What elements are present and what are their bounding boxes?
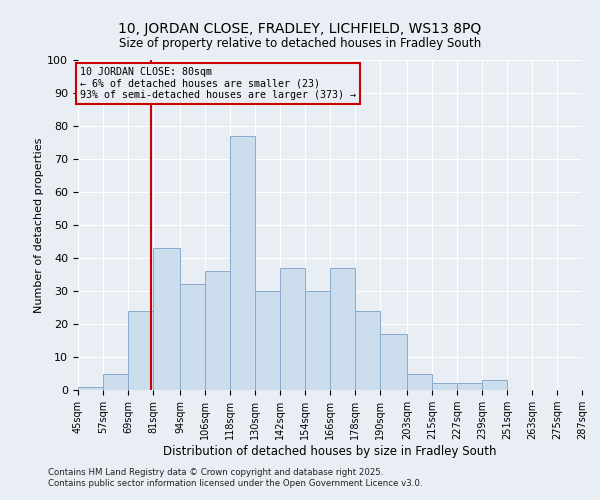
Bar: [255, 291, 280, 390]
Bar: [482, 380, 507, 390]
Bar: [205, 271, 230, 390]
Bar: [128, 311, 153, 390]
Bar: [78, 386, 103, 390]
Bar: [103, 374, 128, 390]
Bar: [380, 334, 407, 390]
Bar: [230, 136, 255, 390]
Text: 10, JORDAN CLOSE, FRADLEY, LICHFIELD, WS13 8PQ: 10, JORDAN CLOSE, FRADLEY, LICHFIELD, WS…: [118, 22, 482, 36]
X-axis label: Distribution of detached houses by size in Fradley South: Distribution of detached houses by size …: [163, 445, 497, 458]
Bar: [432, 384, 457, 390]
Bar: [355, 311, 380, 390]
Text: Contains HM Land Registry data © Crown copyright and database right 2025.
Contai: Contains HM Land Registry data © Crown c…: [48, 468, 422, 487]
Y-axis label: Number of detached properties: Number of detached properties: [34, 138, 44, 312]
Bar: [280, 268, 305, 390]
Text: Size of property relative to detached houses in Fradley South: Size of property relative to detached ho…: [119, 38, 481, 51]
Bar: [457, 384, 482, 390]
Text: 10 JORDAN CLOSE: 80sqm
← 6% of detached houses are smaller (23)
93% of semi-deta: 10 JORDAN CLOSE: 80sqm ← 6% of detached …: [80, 66, 356, 100]
Bar: [330, 268, 355, 390]
Bar: [305, 291, 330, 390]
Bar: [153, 248, 180, 390]
Bar: [407, 374, 432, 390]
Bar: [180, 284, 205, 390]
